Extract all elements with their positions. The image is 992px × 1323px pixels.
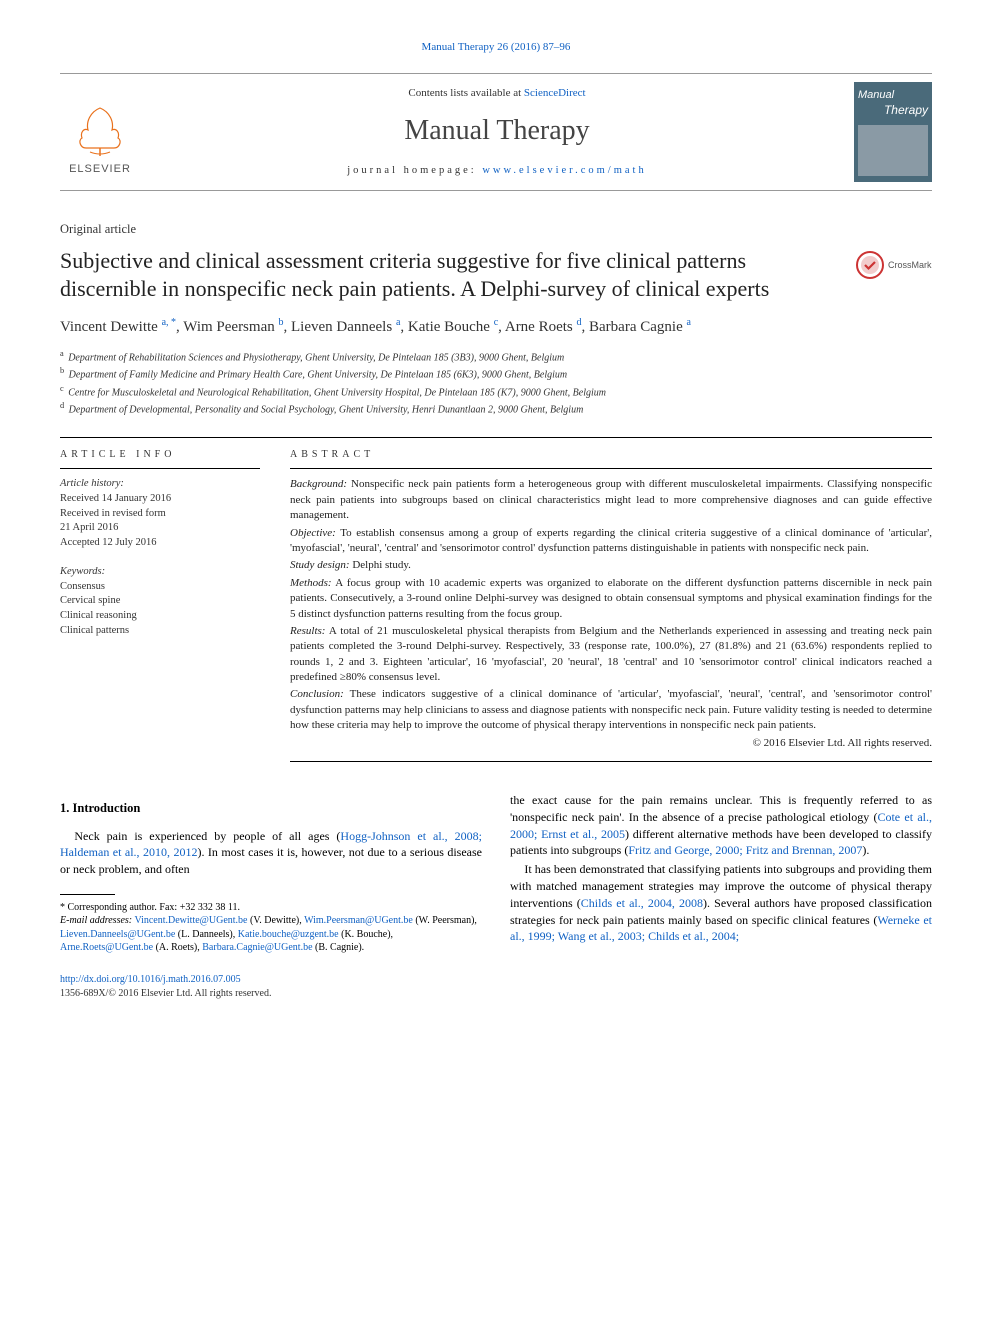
- history-line: 21 April 2016: [60, 521, 260, 536]
- journal-name: Manual Therapy: [140, 111, 854, 150]
- article-type: Original article: [60, 221, 932, 239]
- body-columns: 1. Introduction Neck pain is experienced…: [60, 792, 932, 955]
- keyword: Clinical patterns: [60, 624, 260, 639]
- keyword: Consensus: [60, 580, 260, 595]
- abstract: ABSTRACT Background: Nonspecific neck pa…: [290, 438, 932, 762]
- issn-copyright: 1356-689X/© 2016 Elsevier Ltd. All right…: [60, 987, 932, 1001]
- email-link[interactable]: Lieven.Danneels@UGent.be: [60, 929, 175, 940]
- affil-ref[interactable]: a: [396, 317, 400, 328]
- email-link[interactable]: Wim.Peersman@UGent.be: [304, 915, 413, 926]
- affil-ref[interactable]: b: [278, 317, 283, 328]
- thumb-image-area: [858, 125, 928, 177]
- sciencedirect-link[interactable]: ScienceDirect: [524, 87, 586, 99]
- abstract-section: Background: Nonspecific neck pain patien…: [290, 477, 932, 523]
- ref-link[interactable]: Childs et al., 2004, 2008: [581, 896, 703, 910]
- affiliation: b Department of Family Medicine and Prim…: [60, 365, 932, 382]
- abstract-section: Methods: A focus group with 10 academic …: [290, 576, 932, 622]
- history-label: Article history:: [60, 477, 260, 492]
- title-row: Subjective and clinical assessment crite…: [60, 247, 932, 304]
- rule: [290, 468, 932, 469]
- author: Wim Peersman b: [183, 319, 283, 335]
- abstract-section: Conclusion: These indicators suggestive …: [290, 687, 932, 733]
- history-line: Accepted 12 July 2016: [60, 536, 260, 551]
- contents-lists-line: Contents lists available at ScienceDirec…: [140, 86, 854, 101]
- homepage-link[interactable]: www.elsevier.com/math: [482, 165, 646, 176]
- keyword: Clinical reasoning: [60, 609, 260, 624]
- email-link[interactable]: Barbara.Cagnie@UGent.be: [202, 942, 312, 953]
- ref-link[interactable]: Fritz and George, 2000; Fritz and Brenna…: [628, 843, 862, 857]
- abstract-section: Study design: Delphi study.: [290, 558, 932, 573]
- journal-header: ELSEVIER Contents lists available at Sci…: [60, 73, 932, 191]
- crossmark-badge[interactable]: CrossMark: [856, 251, 932, 279]
- affiliation: a Department of Rehabilitation Sciences …: [60, 348, 932, 365]
- abstract-header: ABSTRACT: [290, 438, 932, 468]
- thumb-line2: Therapy: [858, 102, 928, 119]
- email-link[interactable]: Arne.Roets@UGent.be: [60, 942, 153, 953]
- history-line: Received in revised form: [60, 507, 260, 522]
- email-link[interactable]: Katie.bouche@uzgent.be: [238, 929, 339, 940]
- doi-link[interactable]: http://dx.doi.org/10.1016/j.math.2016.07…: [60, 974, 241, 985]
- footnotes: * Corresponding author. Fax: +32 332 38 …: [60, 901, 482, 955]
- affiliation: d Department of Developmental, Personali…: [60, 400, 932, 417]
- affiliations-list: a Department of Rehabilitation Sciences …: [60, 348, 932, 417]
- journal-cover-thumbnail: Manual Therapy: [854, 82, 932, 182]
- rule: [60, 468, 260, 469]
- author: Arne Roets d: [505, 319, 582, 335]
- author: Vincent Dewitte a, *: [60, 319, 176, 335]
- affiliation: c Centre for Musculoskeletal and Neurolo…: [60, 383, 932, 400]
- homepage-line: journal homepage: www.elsevier.com/math: [140, 164, 854, 179]
- intro-para-2: the exact cause for the pain remains unc…: [510, 792, 932, 859]
- article-title: Subjective and clinical assessment crite…: [60, 247, 836, 304]
- author: Barbara Cagnie a: [589, 319, 691, 335]
- crossmark-icon: [856, 251, 884, 279]
- elsevier-logo: ELSEVIER: [60, 87, 140, 177]
- contents-text: Contents lists available at: [408, 87, 523, 99]
- homepage-label: journal homepage:: [347, 165, 482, 176]
- affil-ref[interactable]: c: [494, 317, 498, 328]
- crossmark-label: CrossMark: [888, 259, 932, 272]
- top-citation: Manual Therapy 26 (2016) 87–96: [60, 40, 932, 55]
- article-info: ARTICLE INFO Article history: Received 1…: [60, 438, 260, 762]
- section-heading-intro: 1. Introduction: [60, 800, 482, 818]
- abstract-section: Results: A total of 21 musculoskeletal p…: [290, 624, 932, 686]
- info-abstract-row: ARTICLE INFO Article history: Received 1…: [60, 437, 932, 762]
- footnote-rule: [60, 894, 115, 895]
- abstract-section: Objective: To establish consensus among …: [290, 526, 932, 557]
- intro-para-3: It has been demonstrated that classifyin…: [510, 861, 932, 945]
- header-center: Contents lists available at ScienceDirec…: [140, 86, 854, 179]
- keyword: Cervical spine: [60, 594, 260, 609]
- article-info-header: ARTICLE INFO: [60, 438, 260, 468]
- intro-para-1: Neck pain is experienced by people of al…: [60, 828, 482, 878]
- abstract-copyright: © 2016 Elsevier Ltd. All rights reserved…: [290, 736, 932, 751]
- affil-ref[interactable]: a: [686, 317, 690, 328]
- elsevier-tree-icon: [70, 100, 130, 160]
- email-link[interactable]: Vincent.Dewitte@UGent.be: [134, 915, 247, 926]
- keywords: Keywords: ConsensusCervical spineClinica…: [60, 565, 260, 638]
- author: Katie Bouche c: [408, 319, 498, 335]
- top-citation-link[interactable]: Manual Therapy 26 (2016) 87–96: [422, 41, 571, 53]
- rule: [290, 761, 932, 762]
- history-line: Received 14 January 2016: [60, 492, 260, 507]
- keywords-label: Keywords:: [60, 565, 260, 580]
- elsevier-label: ELSEVIER: [69, 162, 131, 177]
- doi-block: http://dx.doi.org/10.1016/j.math.2016.07…: [60, 973, 932, 1001]
- article-history: Article history: Received 14 January 201…: [60, 477, 260, 550]
- authors-list: Vincent Dewitte a, *, Wim Peersman b, Li…: [60, 316, 932, 338]
- affil-ref[interactable]: d: [577, 317, 582, 328]
- author: Lieven Danneels a: [291, 319, 400, 335]
- email-addresses: E-mail addresses: Vincent.Dewitte@UGent.…: [60, 914, 482, 955]
- corresponding-author: * Corresponding author. Fax: +32 332 38 …: [60, 901, 482, 915]
- affil-ref[interactable]: a, *: [162, 317, 176, 328]
